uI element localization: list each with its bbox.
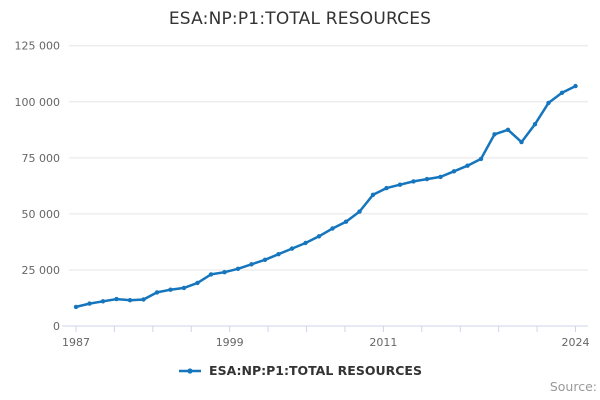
data-point xyxy=(276,252,281,257)
x-tick-label: 1987 xyxy=(62,336,90,349)
data-point xyxy=(370,192,376,197)
data-point xyxy=(505,127,511,132)
data-point xyxy=(330,226,335,231)
data-point xyxy=(316,234,322,239)
data-point xyxy=(249,262,254,267)
gridlines xyxy=(69,45,588,271)
data-point xyxy=(222,270,227,275)
data-point xyxy=(478,156,484,162)
data-point xyxy=(357,209,362,214)
data-point xyxy=(114,296,119,302)
source-label: Source: xyxy=(549,379,597,394)
data-point xyxy=(411,179,416,184)
data-point xyxy=(384,185,389,191)
legend-label: ESA:NP:P1:TOTAL RESOURCES xyxy=(209,363,422,378)
data-point xyxy=(438,174,443,180)
data-point xyxy=(235,266,241,271)
data-point xyxy=(168,287,173,292)
data-point-markers xyxy=(73,83,578,310)
legend-line-icon xyxy=(179,367,202,374)
data-point xyxy=(127,298,133,303)
y-tick-label: 25 000 xyxy=(22,264,61,277)
data-point xyxy=(303,240,308,246)
chart-title: ESA:NP:P1:TOTAL RESOURCES xyxy=(168,9,432,29)
data-point xyxy=(424,176,430,182)
y-tick-label: 75 000 xyxy=(22,152,61,165)
data-point xyxy=(451,169,457,174)
data-point xyxy=(262,257,268,262)
data-point xyxy=(492,132,497,137)
data-point xyxy=(519,139,524,145)
data-point xyxy=(195,280,200,286)
data-point xyxy=(208,272,214,277)
y-tick-label: 0 xyxy=(53,320,60,333)
data-point xyxy=(73,304,79,310)
series-line xyxy=(74,84,577,309)
x-tick-label: 2011 xyxy=(369,336,397,349)
data-point xyxy=(289,246,295,251)
data-point xyxy=(465,163,470,168)
data-point xyxy=(100,299,106,304)
y-tick-label: 100 000 xyxy=(15,96,61,109)
x-tick-label: 1999 xyxy=(216,336,244,349)
data-point xyxy=(559,90,565,95)
data-point xyxy=(154,290,160,295)
legend: ESA:NP:P1:TOTAL RESOURCES xyxy=(0,363,600,378)
y-axis-labels: 0 25 000 50 000 75 000 100 000 125 000 xyxy=(15,40,61,333)
data-point xyxy=(87,301,92,306)
y-tick-label: 125 000 xyxy=(15,40,61,53)
data-point xyxy=(573,83,578,89)
data-point xyxy=(141,297,146,302)
data-point xyxy=(546,100,551,106)
data-point xyxy=(397,182,403,187)
x-axis: 1987 1999 2011 2024 xyxy=(62,325,590,349)
chart-canvas[interactable]: 0 25 000 50 000 75 000 100 000 125 000 1987 199… xyxy=(0,34,600,360)
data-point xyxy=(532,122,538,127)
x-tick-label: 2024 xyxy=(562,336,590,349)
y-tick-label: 50 000 xyxy=(22,208,61,221)
data-point xyxy=(181,285,187,291)
legend-item[interactable]: ESA:NP:P1:TOTAL RESOURCES xyxy=(178,363,422,378)
data-point xyxy=(343,219,349,224)
